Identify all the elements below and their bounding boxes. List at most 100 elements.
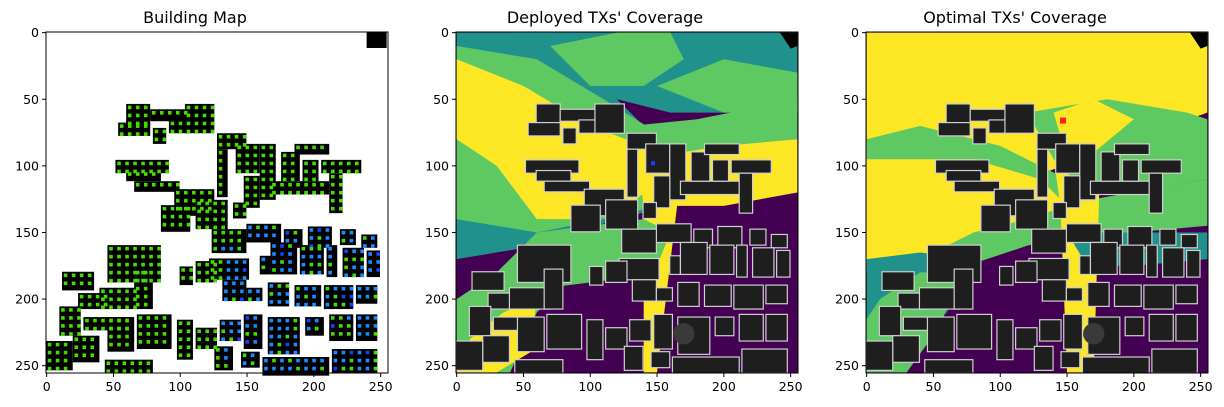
- marker-square: [301, 254, 306, 259]
- axes-frame: [865, 31, 1209, 374]
- marker-square: [125, 289, 129, 294]
- marker-square: [325, 228, 330, 232]
- building-footprint: [1186, 249, 1201, 278]
- marker-square: [363, 244, 367, 248]
- marker-square: [269, 185, 274, 190]
- x-tick-label: 0: [863, 379, 871, 394]
- marker-square: [143, 124, 148, 128]
- building-footprint: [1143, 284, 1174, 310]
- marker-square: [117, 169, 121, 174]
- building-footprint: [1015, 327, 1038, 350]
- marker-square: [221, 225, 226, 230]
- marker-square: [71, 281, 76, 286]
- marker-square: [277, 326, 282, 331]
- marker-square: [184, 198, 188, 203]
- marker-square: [202, 129, 207, 134]
- marker-square: [264, 358, 268, 363]
- x-tick-label: 250: [779, 379, 803, 394]
- marker-square: [330, 324, 335, 328]
- x-tick-label: 250: [1189, 379, 1213, 394]
- marker-square: [304, 294, 308, 299]
- marker-square: [226, 276, 231, 280]
- marker-square: [341, 350, 346, 355]
- marker-square: [90, 345, 95, 350]
- marker-square: [357, 332, 362, 336]
- building-footprint: [1159, 228, 1177, 246]
- building-footprint: [972, 127, 987, 145]
- y-tick-label: 50: [433, 92, 449, 107]
- marker-square: [373, 286, 378, 291]
- marker-square: [213, 238, 217, 243]
- building-footprint: [770, 233, 788, 249]
- marker-square: [119, 132, 124, 136]
- marker-square: [277, 300, 282, 304]
- marker-square: [79, 302, 84, 307]
- marker-square: [90, 353, 95, 358]
- marker-square: [312, 302, 316, 307]
- marker-square: [256, 297, 260, 302]
- building-footprint: [535, 169, 572, 182]
- building-footprint: [673, 323, 695, 345]
- marker-square: [101, 326, 105, 331]
- marker-square: [242, 204, 247, 208]
- marker-square: [69, 308, 73, 312]
- marker-square: [170, 121, 175, 126]
- marker-square: [269, 300, 274, 304]
- marker-square: [109, 254, 113, 259]
- marker-square: [77, 316, 81, 320]
- marker-square: [285, 318, 290, 323]
- marker-square: [125, 270, 129, 275]
- marker-square: [146, 369, 151, 374]
- marker-square: [280, 268, 284, 272]
- marker-square: [320, 190, 324, 195]
- marker-square: [74, 337, 79, 342]
- marker-square: [79, 294, 84, 299]
- marker-square: [293, 238, 298, 243]
- marker-square: [341, 302, 346, 307]
- marker-square: [79, 273, 84, 278]
- axes-frame: [45, 31, 389, 374]
- building-footprint: [1063, 175, 1081, 209]
- building-footprint: [59, 306, 81, 336]
- marker-square: [162, 206, 167, 211]
- marker-square: [253, 185, 258, 190]
- building-footprint: [926, 316, 955, 353]
- building-footprint: [1089, 180, 1150, 196]
- building-footprint: [1015, 260, 1038, 284]
- marker-square: [221, 321, 226, 326]
- marker-square: [261, 145, 266, 150]
- x-tick-label: 0: [453, 379, 461, 394]
- building-footprint: [1140, 159, 1182, 174]
- marker-square: [330, 161, 335, 166]
- marker-square: [309, 236, 314, 240]
- marker-square: [213, 270, 217, 275]
- marker-square: [109, 334, 113, 339]
- building-footprint: [711, 159, 730, 182]
- marker-square: [162, 222, 167, 227]
- marker-square: [178, 353, 183, 358]
- marker-square: [253, 153, 258, 158]
- building-footprint: [626, 148, 639, 198]
- deployed-coverage-plot: 0 50 100 150 200 250 0 50 100 150 200 250: [425, 25, 803, 394]
- marker-square: [288, 244, 292, 248]
- marker-square: [77, 324, 81, 328]
- marker-square: [143, 286, 148, 291]
- x-tick-label: 100: [988, 379, 1012, 394]
- marker-square: [304, 286, 308, 291]
- marker-square: [226, 260, 231, 264]
- marker-square: [101, 318, 105, 323]
- marker-square: [141, 262, 145, 267]
- marker-square: [186, 222, 191, 227]
- building-footprint: [779, 32, 798, 49]
- marker-square: [133, 161, 137, 166]
- marker-square: [365, 350, 370, 355]
- marker-square: [151, 172, 156, 176]
- marker-square: [293, 318, 298, 323]
- marker-square: [133, 289, 137, 294]
- marker-square: [272, 260, 276, 264]
- marker-square: [282, 153, 287, 158]
- building-footprint: [1100, 151, 1121, 182]
- marker-square: [338, 206, 343, 211]
- marker-square: [82, 345, 87, 350]
- building-footprint: [1145, 244, 1158, 278]
